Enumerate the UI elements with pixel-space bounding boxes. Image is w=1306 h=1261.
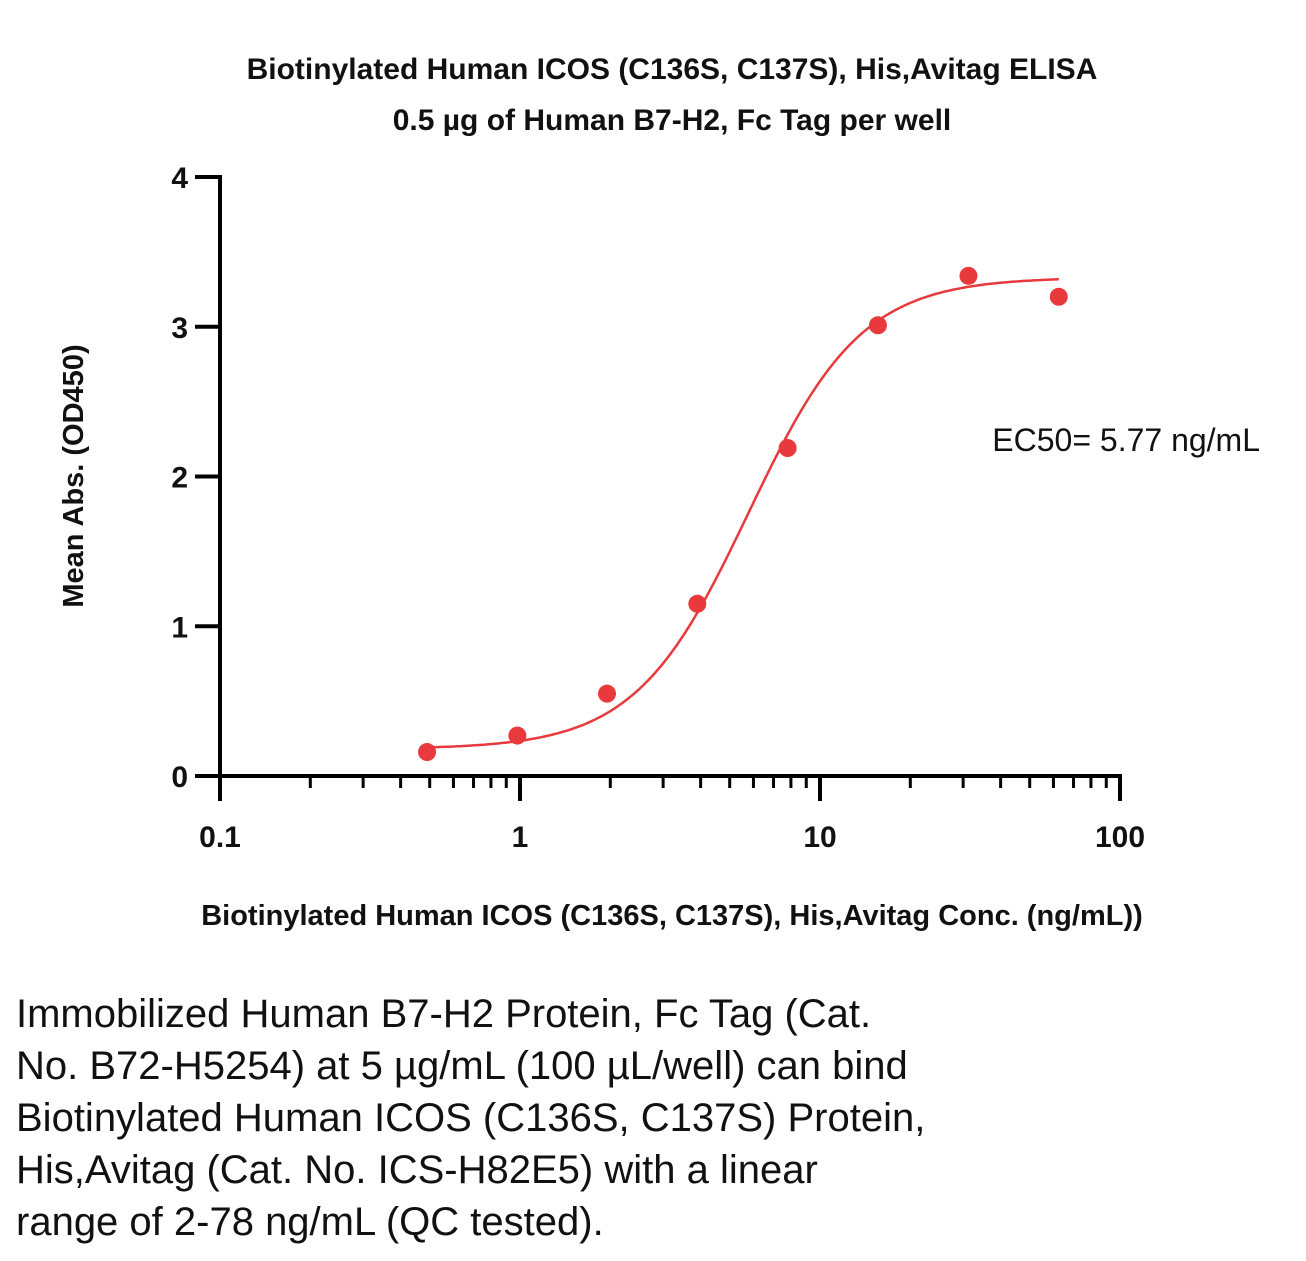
y-tick-label: 4 [171,162,188,195]
y-tick-label: 1 [171,611,188,644]
x-tick-label: 1 [512,821,529,854]
x-tick-label: 0.1 [199,821,241,854]
data-point [508,726,527,745]
chart-subtitle: 0.5 µg of Human B7-H2, Fc Tag per well [393,104,952,137]
data-point [959,266,978,285]
data-point [868,316,887,335]
data-points [418,266,1068,762]
caption-line: His,Avitag (Cat. No. ICS-H82E5) with a l… [16,1148,818,1192]
data-point [778,439,797,458]
data-point [598,684,617,703]
y-tick-label: 3 [171,312,188,345]
x-tick-label: 10 [803,821,836,854]
axes [218,175,1122,778]
x-axis-title: Biotinylated Human ICOS (C136S, C137S), … [201,900,1143,932]
caption-line: Biotinylated Human ICOS (C136S, C137S) P… [16,1096,926,1140]
x-tick-label: 100 [1095,821,1145,854]
y-ticks: 0 1 2 3 4 [171,162,220,794]
ec50-annotation: EC50= 5.77 ng/mL [992,422,1260,458]
y-tick-label: 0 [171,761,188,794]
caption: Immobilized Human B7-H2 Protein, Fc Tag … [16,988,1216,1248]
chart-title: Biotinylated Human ICOS (C136S, C137S), … [247,53,1098,86]
y-axis-title: Mean Abs. (OD450) [58,344,90,607]
caption-line: range of 2-78 ng/mL (QC tested). [16,1200,604,1244]
fit-curve [427,278,1059,749]
y-tick-label: 2 [171,462,188,495]
data-point [1049,287,1068,306]
data-point [688,594,707,613]
x-ticks: 0.1 1 10 100 [199,776,1145,854]
caption-line: Immobilized Human B7-H2 Protein, Fc Tag … [16,992,872,1036]
caption-line: No. B72-H5254) at 5 µg/mL (100 µL/well) … [16,1044,908,1088]
elisa-chart: Biotinylated Human ICOS (C136S, C137S), … [58,53,1260,932]
data-point [418,743,437,762]
